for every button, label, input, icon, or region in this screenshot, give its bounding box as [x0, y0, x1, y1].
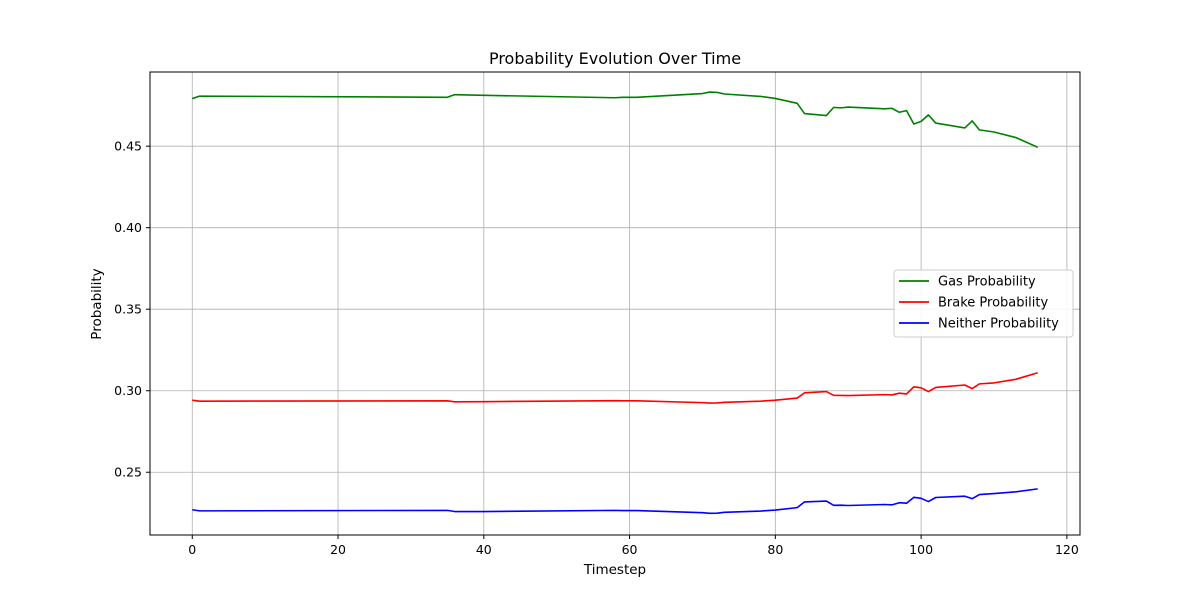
- x-axis-label: Timestep: [583, 562, 646, 578]
- legend-label-brake: Brake Probability: [938, 296, 1048, 311]
- x-tick-label: 100: [909, 542, 933, 557]
- y-tick-label: 0.45: [114, 139, 142, 154]
- series-line-neither: [192, 488, 1038, 515]
- x-tick-label: 40: [476, 542, 492, 557]
- series-lines: [192, 91, 1039, 515]
- plot-frame: [149, 71, 1081, 536]
- y-tick-label: 0.40: [114, 220, 142, 235]
- legend: Gas Probability Brake Probability Neither …: [893, 269, 1074, 338]
- y-tick-label: 0.35: [114, 302, 142, 317]
- x-tick-label: 60: [622, 542, 638, 557]
- y-tick-label: 0.30: [114, 383, 142, 398]
- series-line-gas: [192, 91, 1039, 149]
- y-tick-label: 0.25: [114, 465, 142, 480]
- axis-ticks: 0 20 40 60 80 100 120 0.25 0.30 0.35 0.40 0.45: [114, 139, 1079, 557]
- legend-label-gas: Gas Probability: [938, 275, 1036, 290]
- y-axis-label: Probability: [89, 268, 105, 339]
- series-line-brake: [192, 372, 1038, 404]
- legend-box: [893, 269, 1074, 338]
- x-tick-label: 20: [330, 542, 346, 557]
- chart-title: Probability Evolution Over Time: [489, 49, 741, 68]
- legend-label-neither: Neither Probability: [938, 317, 1059, 332]
- x-tick-label: 0: [188, 542, 196, 557]
- x-tick-label: 120: [1055, 542, 1079, 557]
- x-tick-label: 80: [767, 542, 783, 557]
